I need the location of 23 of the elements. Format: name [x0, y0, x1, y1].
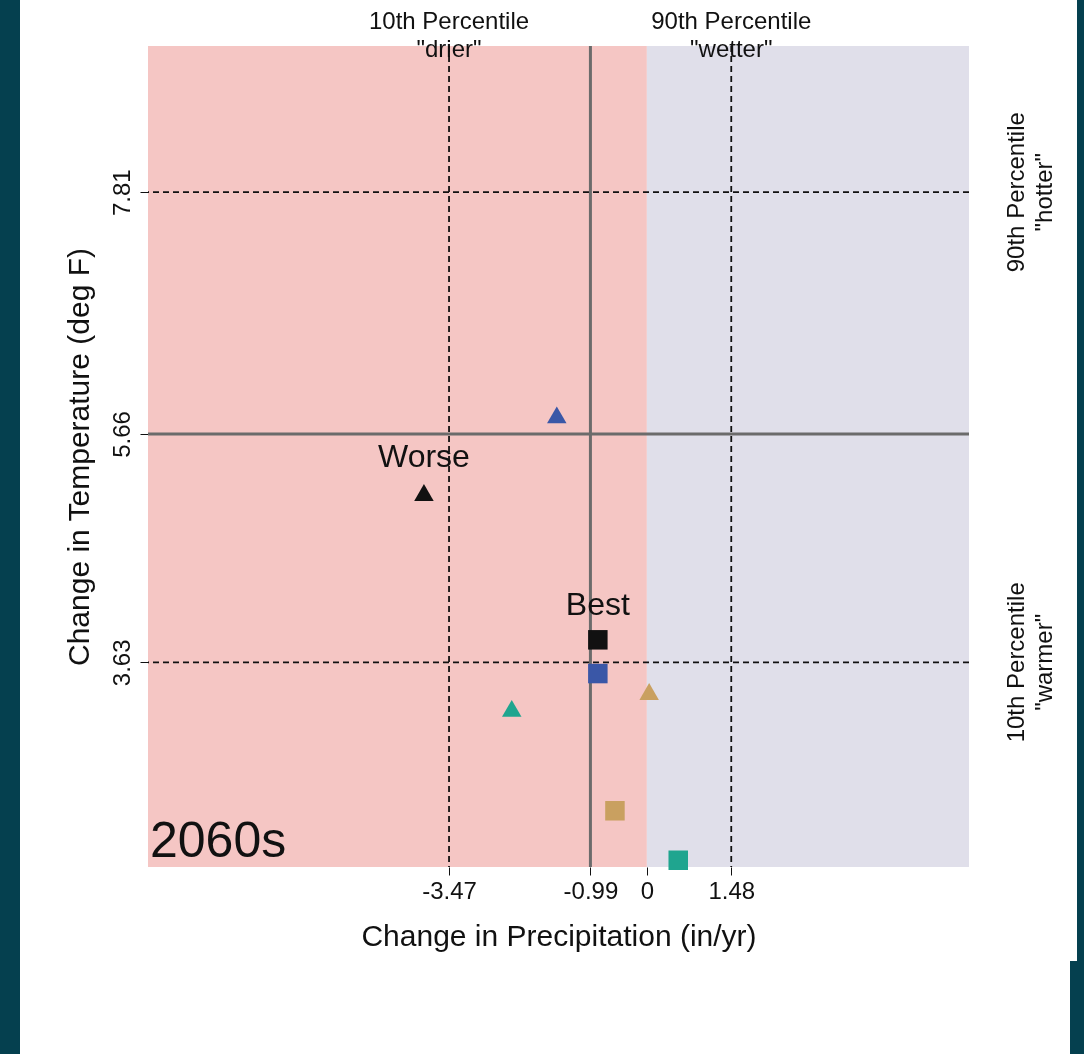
x-tick-label: -3.47	[422, 876, 477, 904]
x-tick-label: -0.99	[563, 876, 619, 904]
ref-line-label: 90th Percentile "hotter"	[1002, 112, 1057, 273]
point	[639, 683, 659, 700]
y-tick-label: 3.63	[107, 639, 135, 687]
point	[414, 484, 434, 501]
x-tick-label: 0	[640, 876, 655, 904]
point	[588, 663, 608, 684]
point	[588, 630, 608, 650]
y-tick-label: 5.66	[107, 411, 135, 458]
point	[668, 850, 688, 870]
x-tick-label: 1.48	[708, 876, 756, 904]
y-tick-label: 7.81	[107, 169, 135, 217]
ref-line-label: 10th Percentile "drier"	[368, 7, 530, 62]
ref-line-label: 10th Percentile "warmer"	[1002, 582, 1057, 743]
x-axis-title: Change in Precipitation (in/yr)	[361, 918, 757, 952]
point	[547, 406, 567, 424]
annotation: 2060s	[150, 812, 287, 868]
ref-line-label: 90th Percentile "wetter"	[651, 7, 812, 62]
point	[605, 801, 625, 821]
point	[502, 699, 522, 717]
annotation: Worse	[378, 438, 470, 475]
y-axis-title: Change in Temperature (deg F)	[61, 247, 95, 667]
